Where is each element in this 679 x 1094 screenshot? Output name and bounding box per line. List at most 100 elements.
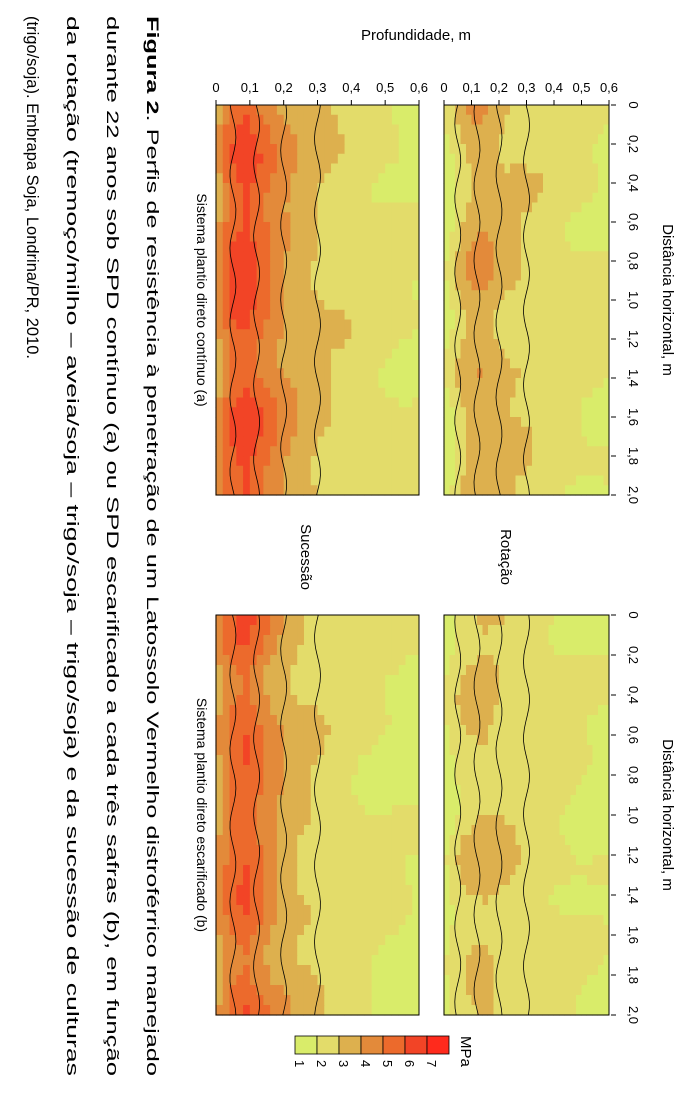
heatmap-cell — [323, 875, 332, 886]
heatmap-cell — [487, 153, 494, 165]
heatmap-cell — [235, 280, 244, 291]
heatmap-cell — [602, 835, 609, 846]
heatmap-cell — [558, 835, 565, 846]
heatmap-cell — [481, 319, 488, 330]
heatmap-cell — [384, 397, 392, 408]
heatmap-cell — [350, 212, 359, 223]
heatmap-cell — [481, 725, 488, 736]
heatmap-cell — [215, 446, 223, 457]
heatmap-cell — [316, 202, 325, 213]
heatmap-cell — [575, 975, 582, 986]
heatmap-cell — [316, 1005, 325, 1016]
heatmap-cell — [564, 407, 571, 418]
heatmap-cell — [492, 645, 499, 656]
heatmap-cell — [448, 348, 455, 360]
heatmap-cell — [553, 280, 560, 291]
heatmap-cell — [303, 695, 311, 706]
heatmap-cell — [487, 309, 494, 321]
heatmap-cell — [350, 955, 359, 966]
heatmap-cell — [602, 975, 609, 986]
heatmap-cell — [316, 144, 325, 155]
heatmap-cell — [323, 815, 332, 826]
heatmap-cell — [465, 905, 472, 916]
heatmap-cell — [343, 270, 352, 282]
heatmap-cell — [357, 945, 365, 956]
heatmap-cell — [411, 124, 419, 135]
heatmap-cell — [364, 378, 372, 389]
heatmap-cell — [553, 765, 560, 776]
heatmap-cell — [454, 300, 461, 311]
heatmap-cell — [558, 446, 565, 457]
heatmap-cell — [235, 309, 244, 321]
heatmap-cell — [487, 280, 494, 291]
heatmap-cell — [575, 625, 582, 636]
heatmap-cell — [448, 765, 455, 776]
heatmap-cell — [357, 222, 365, 233]
heatmap-cell — [350, 775, 359, 786]
heatmap-cell — [586, 368, 593, 379]
heatmap-cell — [514, 144, 521, 155]
heatmap-cell — [591, 855, 598, 866]
heatmap-cell — [509, 925, 516, 936]
heatmap-cell — [470, 865, 477, 876]
heatmap-cell — [289, 105, 298, 116]
heatmap-cell — [323, 309, 332, 321]
heatmap-cell — [262, 261, 271, 272]
heatmap-cell — [564, 815, 571, 826]
heatmap-cell — [411, 358, 419, 369]
heatmap-cell — [377, 261, 386, 272]
heatmap-cell — [255, 805, 264, 816]
heatmap-cell — [520, 835, 527, 846]
heatmap-cell — [547, 805, 554, 816]
heatmap-cell — [476, 995, 483, 1006]
heatmap-cell — [296, 965, 304, 976]
heatmap-cell — [411, 825, 419, 836]
heatmap-cell — [377, 280, 386, 291]
heatmap-cell — [443, 202, 450, 213]
heatmap-cell — [249, 885, 257, 896]
heatmap-cell — [558, 280, 565, 291]
heatmap-cell — [262, 915, 271, 926]
heatmap-cell — [371, 475, 379, 486]
y-tick-label: 0,4 — [342, 80, 360, 95]
heatmap-cell — [364, 635, 372, 646]
heatmap-cell — [215, 300, 223, 311]
heatmap-cell — [547, 615, 554, 626]
heatmap-cell — [509, 192, 516, 204]
heatmap-cell — [283, 222, 291, 233]
heatmap-cell — [569, 368, 576, 379]
panel-rotacao-continuo — [443, 104, 610, 496]
heatmap-cell — [443, 615, 450, 626]
heatmap-cell — [249, 251, 257, 262]
heatmap-cell — [525, 645, 532, 656]
heatmap-cell — [235, 241, 244, 252]
heatmap-cell — [498, 685, 505, 696]
heatmap-cell — [289, 358, 298, 369]
heatmap-cell — [586, 1005, 593, 1016]
heatmap-cell — [597, 475, 604, 486]
heatmap-cell — [364, 735, 372, 746]
heatmap-cell — [531, 114, 538, 126]
heatmap-cell — [520, 329, 527, 340]
heatmap-cell — [343, 290, 352, 301]
heatmap-cell — [222, 755, 230, 766]
heatmap-cell — [411, 222, 419, 233]
heatmap-cell — [569, 251, 576, 262]
heatmap-cell — [303, 645, 311, 656]
heatmap-cell — [547, 895, 554, 906]
heatmap-cell — [323, 397, 332, 408]
heatmap-cell — [575, 163, 582, 174]
heatmap-cell — [411, 955, 419, 966]
heatmap-cell — [525, 655, 532, 666]
heatmap-cell — [289, 407, 298, 418]
heatmap-cell — [542, 319, 549, 330]
heatmap-cell — [235, 865, 244, 876]
heatmap-cell — [476, 417, 483, 428]
heatmap-cell — [481, 358, 488, 369]
heatmap-cell — [222, 765, 230, 776]
heatmap-cell — [602, 715, 609, 726]
heatmap-cell — [289, 855, 298, 866]
heatmap-cell — [310, 465, 318, 477]
heatmap-cell — [443, 446, 450, 457]
heatmap-cell — [235, 456, 244, 467]
